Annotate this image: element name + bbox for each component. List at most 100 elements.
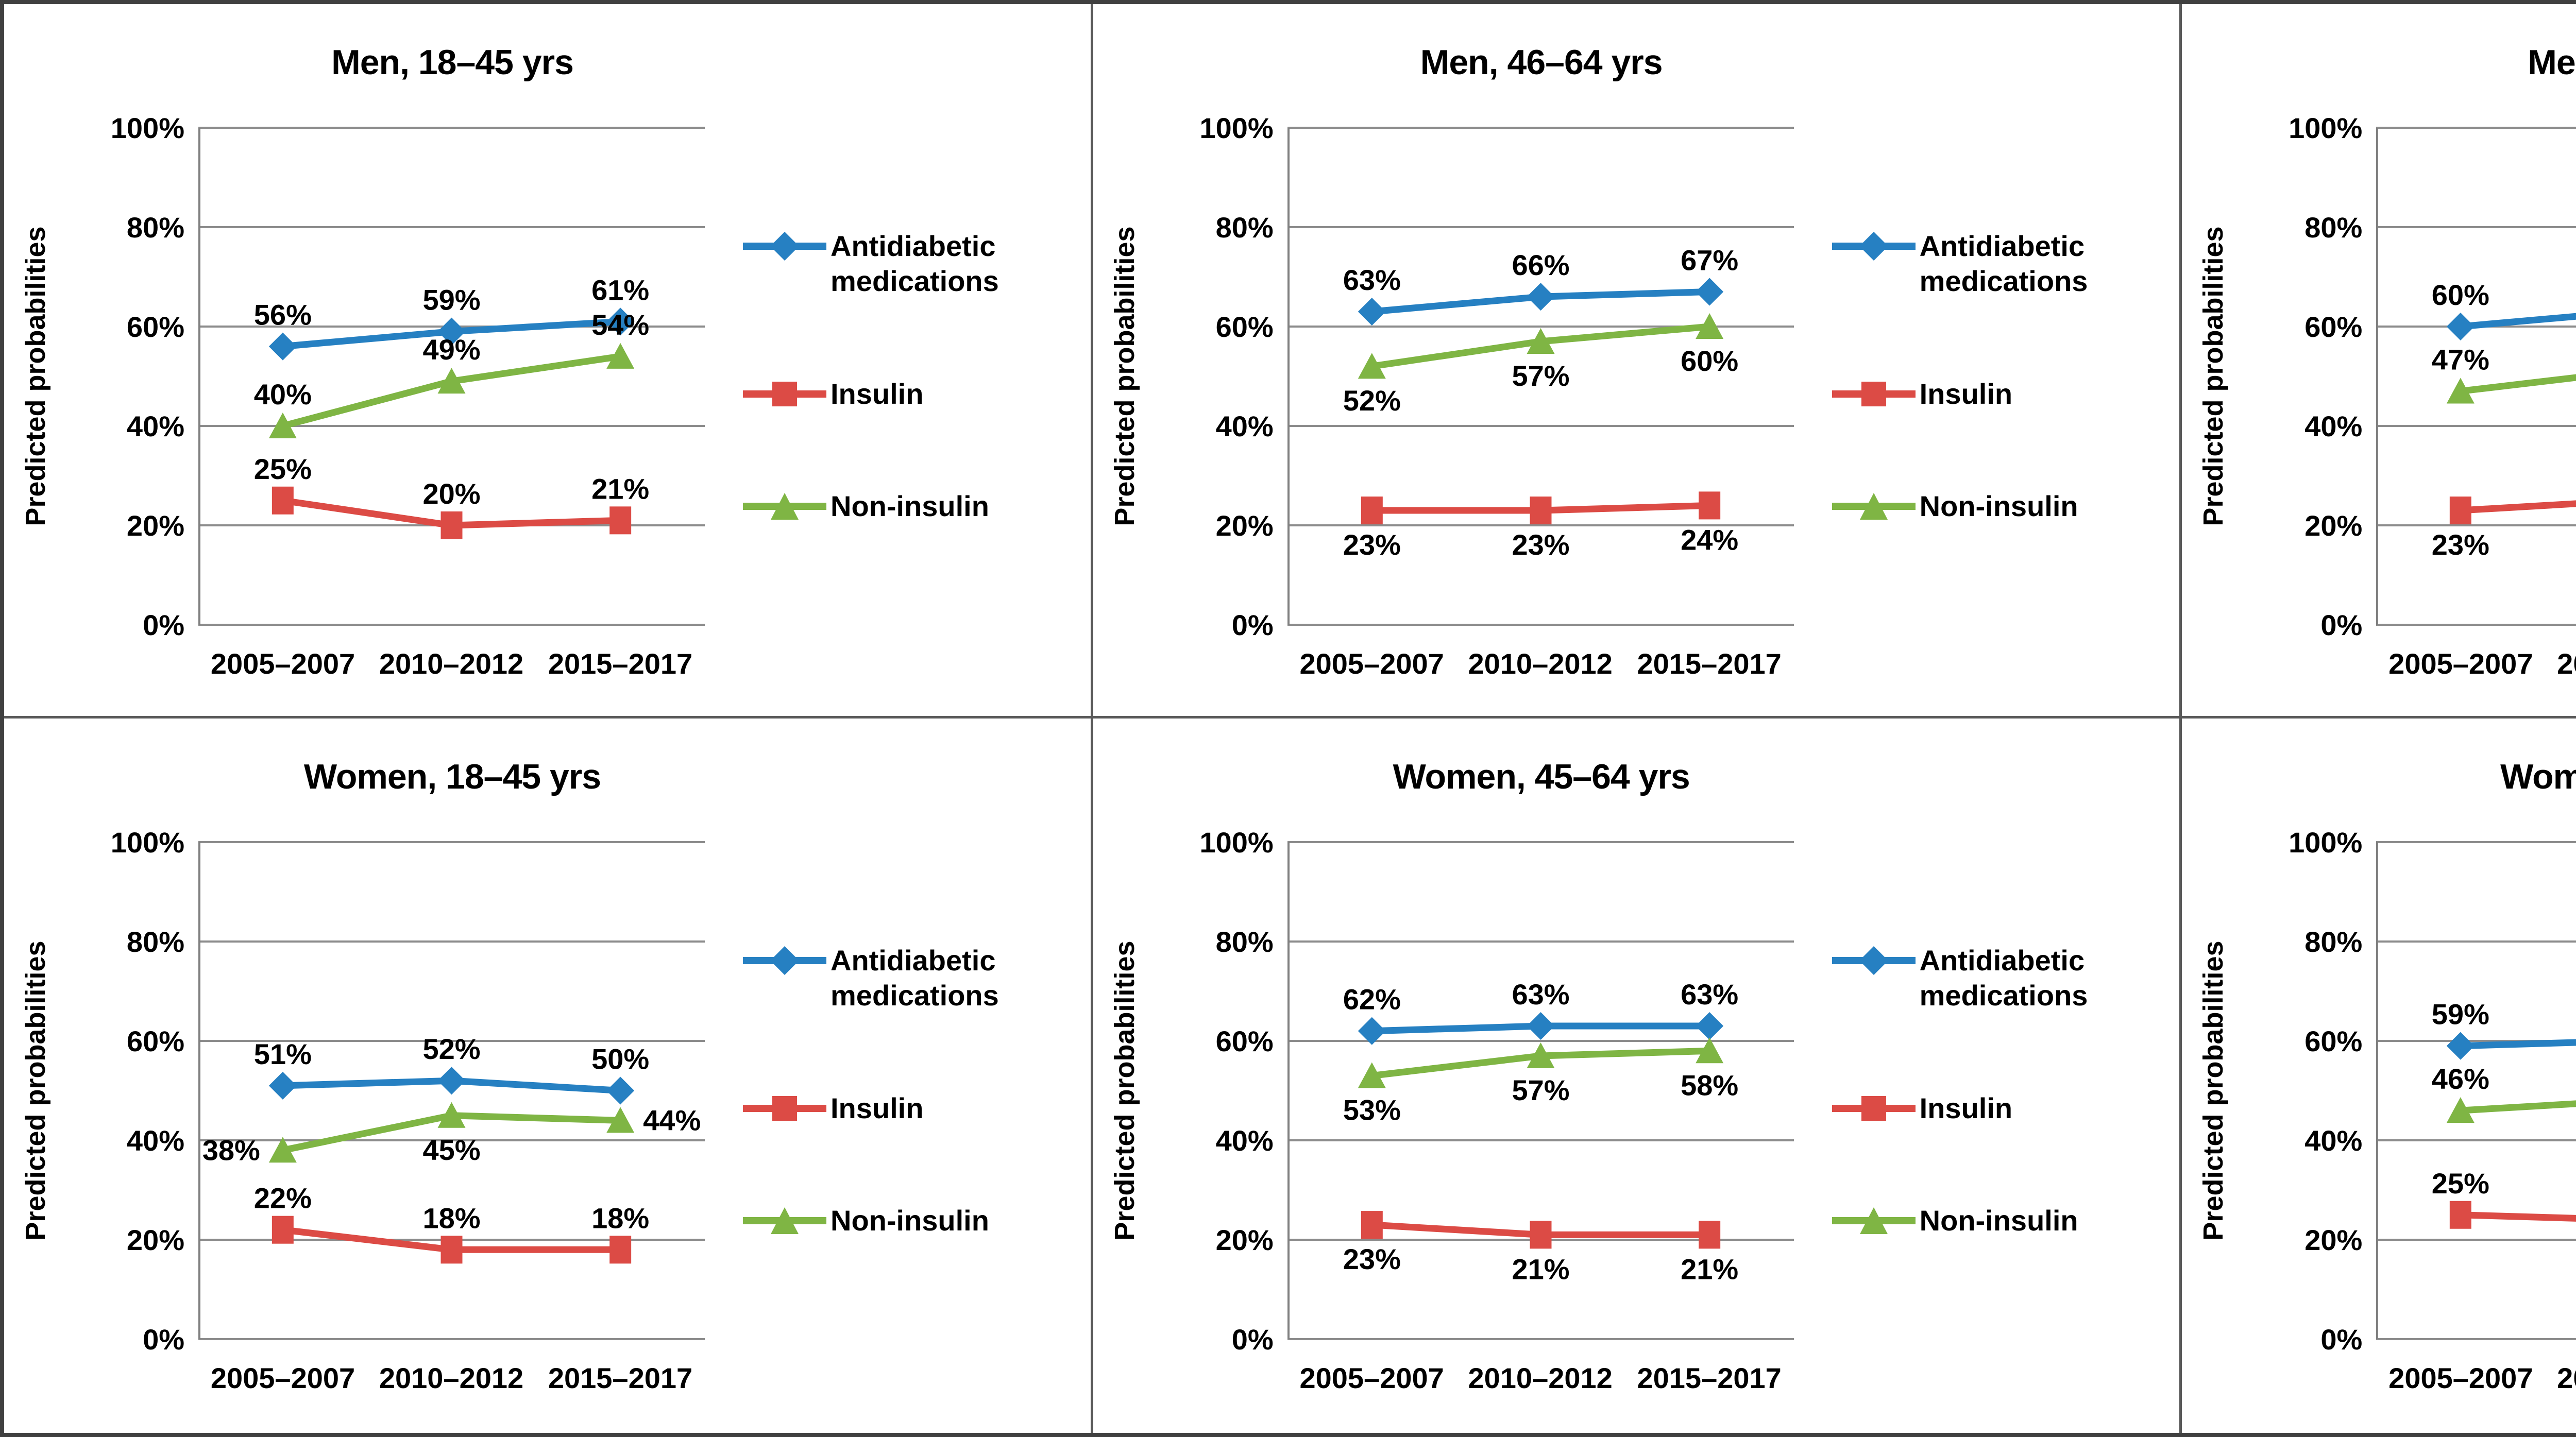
- y-axis-tick: 0%: [1231, 609, 1274, 641]
- y-axis-tick: 40%: [2304, 410, 2363, 442]
- svg-text:59%: 59%: [2432, 998, 2489, 1031]
- svg-text:52%: 52%: [422, 1033, 480, 1065]
- y-axis-tick: 60%: [126, 1025, 184, 1057]
- chart-canvas: 56% 59% 61% 25% 20% 21% 40% 49% 54%: [198, 127, 705, 626]
- x-axis-tick: 2010–2012: [2557, 647, 2576, 680]
- svg-text:60%: 60%: [2432, 279, 2489, 311]
- y-axis-tick: 20%: [1215, 509, 1274, 542]
- legend-label: Antidiabetic medications: [831, 944, 999, 1012]
- svg-text:50%: 50%: [591, 1043, 649, 1075]
- triangle-marker-icon: [1832, 492, 1916, 520]
- x-axis-tick: 2005–2007: [1299, 647, 1444, 680]
- svg-text:23%: 23%: [1343, 528, 1400, 561]
- legend-item-insulin: Insulin: [1830, 1091, 2185, 1126]
- legend-item-antidiabetic: Antidiabetic medications: [741, 229, 1096, 299]
- svg-text:49%: 49%: [422, 333, 480, 366]
- legend: Antidiabetic medications Insulin Non-ins…: [741, 128, 1096, 625]
- legend: Antidiabetic medications Insulin Non-ins…: [1830, 842, 2185, 1339]
- diamond-marker-icon: [743, 231, 826, 261]
- y-axis-tick: 0%: [143, 1323, 184, 1356]
- x-axis-tick: 2015–2017: [1637, 647, 1782, 680]
- y-axis-tick: 80%: [2304, 211, 2363, 244]
- svg-text:38%: 38%: [202, 1134, 260, 1166]
- legend-label: Antidiabetic medications: [1919, 229, 2088, 298]
- x-axis-tick: 2005–2007: [2388, 647, 2533, 680]
- y-axis-tick: 20%: [126, 509, 184, 542]
- y-axis-tick: 100%: [2289, 112, 2363, 144]
- legend-item-antidiabetic: Antidiabetic medications: [1830, 943, 2185, 1014]
- y-axis-title: Predicted probabilities: [20, 940, 51, 1241]
- legend-item-insulin: Insulin: [741, 1091, 1096, 1126]
- y-axis-title: Predicted probabilities: [1109, 226, 1140, 526]
- svg-text:67%: 67%: [1681, 244, 1738, 276]
- y-axis-tick: 0%: [2320, 1323, 2363, 1356]
- x-axis-tick: 2005–2007: [1299, 1362, 1444, 1394]
- x-axis-tick: 2010–2012: [1468, 1362, 1613, 1394]
- y-axis-tick: 100%: [110, 112, 184, 144]
- y-axis-tick: 20%: [1215, 1224, 1274, 1256]
- x-axis-tick: 2005–2007: [210, 1362, 355, 1394]
- chart-canvas: 62% 63% 63% 23% 21% 21% 53% 57% 58%: [1287, 841, 1794, 1340]
- svg-text:23%: 23%: [2432, 528, 2489, 561]
- legend-label: Non-insulin: [1919, 1204, 2078, 1237]
- legend-label: Non-insulin: [831, 1204, 989, 1237]
- legend-label: Insulin: [1919, 1091, 2013, 1124]
- y-axis-tick: 20%: [2304, 509, 2363, 542]
- svg-text:21%: 21%: [1512, 1253, 1569, 1285]
- svg-text:20%: 20%: [422, 477, 480, 510]
- legend-item-insulin: Insulin: [741, 377, 1096, 412]
- svg-text:54%: 54%: [591, 309, 649, 341]
- y-axis-title: Predicted probabilities: [1109, 940, 1140, 1241]
- legend-label: Antidiabetic medications: [831, 229, 999, 298]
- triangle-marker-icon: [1832, 1207, 1916, 1234]
- y-axis-tick: 100%: [110, 826, 184, 859]
- panel-women-18-45: Women, 18–45 yrs Predicted probabilities…: [4, 718, 1093, 1433]
- svg-text:21%: 21%: [1681, 1253, 1738, 1285]
- y-axis-tick: 60%: [2304, 1025, 2363, 1057]
- x-axis-tick: 2010–2012: [379, 1362, 524, 1394]
- svg-text:59%: 59%: [422, 284, 480, 316]
- legend-label: Insulin: [831, 1091, 924, 1124]
- panel-men-65plus: Men, 65+ yrs Predicted probabilities 100…: [2182, 4, 2576, 718]
- y-axis-tick: 60%: [2304, 311, 2363, 343]
- legend-item-non-insulin: Non-insulin: [1830, 1203, 2185, 1238]
- x-axis-tick: 2015–2017: [548, 1362, 693, 1394]
- svg-text:23%: 23%: [1512, 528, 1569, 561]
- y-axis-tick: 80%: [2304, 926, 2363, 958]
- legend-label: Non-insulin: [831, 489, 989, 522]
- panel-women-65plus: Women, 65+ yrs Predicted probabilities 1…: [2182, 718, 2576, 1433]
- svg-text:47%: 47%: [2432, 343, 2489, 375]
- y-axis-title: Predicted probabilities: [2198, 226, 2229, 526]
- x-axis-tick: 2010–2012: [379, 647, 524, 680]
- legend-item-non-insulin: Non-insulin: [741, 1203, 1096, 1238]
- panel-men-46-64: Men, 46–64 yrs Predicted probabilities 1…: [1093, 4, 2182, 718]
- diamond-marker-icon: [1832, 946, 1916, 975]
- svg-text:53%: 53%: [1343, 1094, 1400, 1126]
- x-axis-tick: 2005–2007: [2388, 1362, 2533, 1394]
- panel-women-45-64: Women, 45–64 yrs Predicted probabilities…: [1093, 718, 2182, 1433]
- svg-text:21%: 21%: [591, 472, 649, 505]
- y-axis-tick: 20%: [2304, 1224, 2363, 1256]
- y-axis-tick: 100%: [2289, 826, 2363, 859]
- y-axis-tick: 100%: [1199, 112, 1274, 144]
- svg-text:45%: 45%: [422, 1134, 480, 1166]
- chart-title: Men, 18–45 yrs: [331, 43, 574, 82]
- svg-text:25%: 25%: [254, 453, 312, 485]
- legend-label: Insulin: [1919, 377, 2013, 410]
- svg-text:44%: 44%: [643, 1104, 701, 1136]
- y-axis-tick: 40%: [1215, 1124, 1274, 1157]
- y-axis-tick: 80%: [1215, 211, 1274, 244]
- y-axis-tick: 80%: [126, 926, 184, 958]
- svg-text:63%: 63%: [1343, 264, 1400, 296]
- chart-title: Women, 65+ yrs: [2500, 757, 2576, 796]
- x-axis-tick: 2015–2017: [548, 647, 693, 680]
- y-axis-tick: 40%: [126, 1124, 184, 1157]
- y-axis-tick: 80%: [1215, 926, 1274, 958]
- svg-text:63%: 63%: [1512, 978, 1569, 1011]
- diamond-marker-icon: [1832, 231, 1916, 261]
- svg-text:25%: 25%: [2432, 1167, 2489, 1200]
- svg-text:23%: 23%: [1343, 1243, 1400, 1275]
- y-axis-tick: 60%: [126, 311, 184, 343]
- square-marker-icon: [743, 381, 826, 406]
